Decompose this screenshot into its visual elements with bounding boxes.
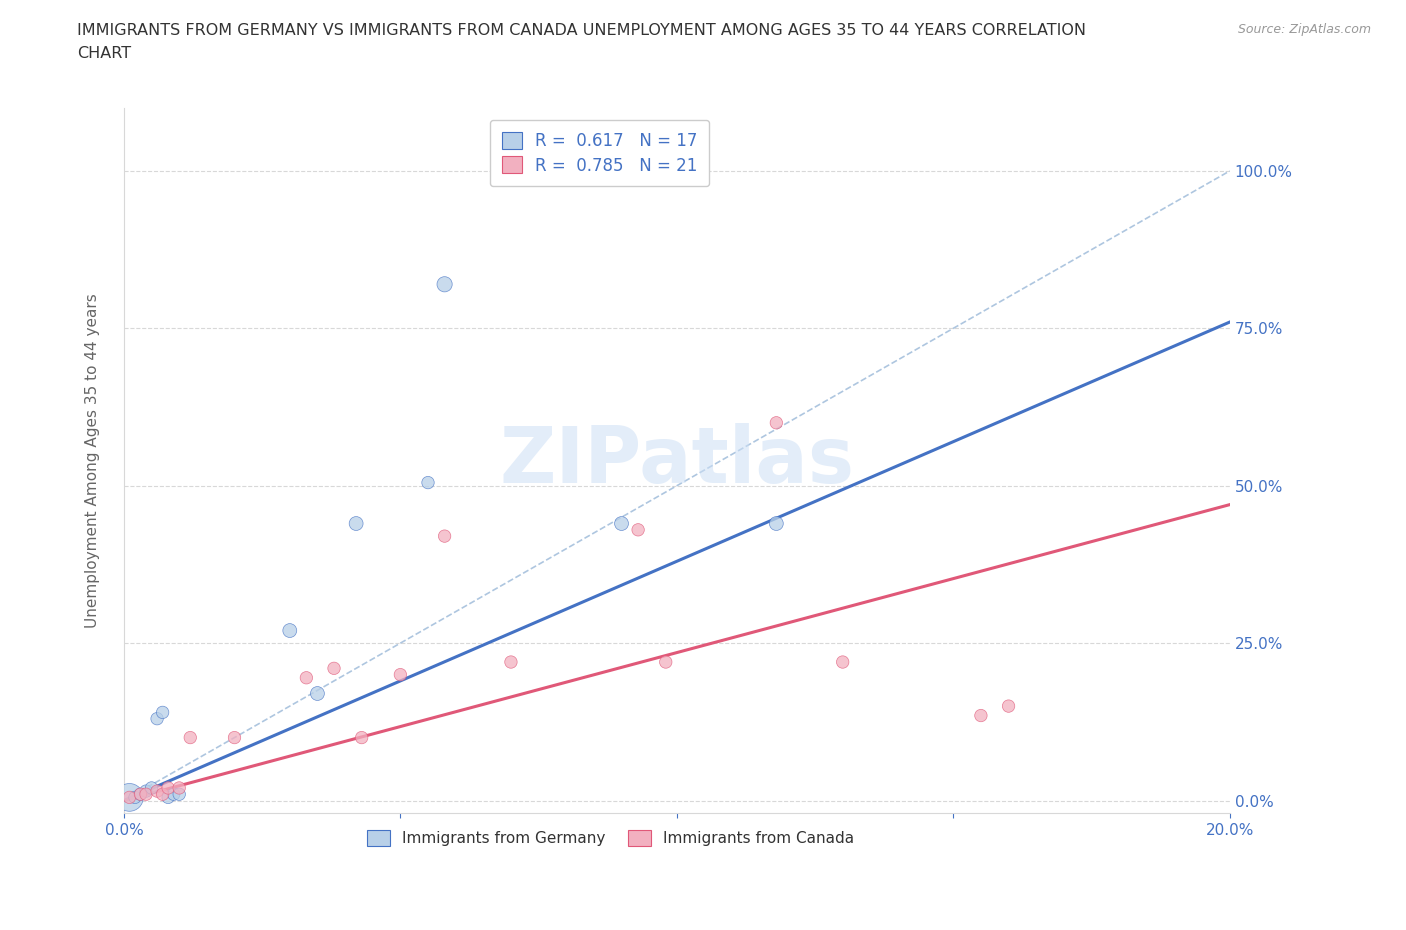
Point: [350, 730, 373, 745]
Point: [433, 277, 456, 292]
Point: [499, 655, 522, 670]
Point: [146, 784, 169, 799]
Point: [146, 711, 169, 726]
Point: [627, 523, 650, 538]
Point: [135, 787, 157, 802]
Point: [141, 780, 163, 795]
Point: [433, 528, 456, 543]
Point: [765, 516, 787, 531]
Point: [344, 516, 367, 531]
Y-axis label: Unemployment Among Ages 35 to 44 years: Unemployment Among Ages 35 to 44 years: [86, 293, 100, 628]
Point: [278, 623, 301, 638]
Point: [124, 790, 146, 804]
Text: CHART: CHART: [77, 46, 131, 61]
Point: [970, 708, 993, 723]
Point: [152, 705, 174, 720]
Point: [765, 416, 787, 431]
Point: [389, 667, 412, 682]
Point: [118, 790, 141, 804]
Point: [416, 475, 439, 490]
Point: [157, 780, 180, 795]
Point: [295, 671, 318, 685]
Point: [163, 787, 186, 802]
Legend: Immigrants from Germany, Immigrants from Canada: Immigrants from Germany, Immigrants from…: [354, 818, 866, 858]
Point: [135, 784, 157, 799]
Point: [129, 787, 152, 802]
Point: [129, 787, 152, 802]
Point: [152, 787, 174, 802]
Point: [179, 730, 201, 745]
Point: [323, 661, 346, 676]
Point: [167, 780, 190, 795]
Point: [655, 655, 678, 670]
Point: [997, 698, 1019, 713]
Point: [167, 787, 190, 802]
Text: Source: ZipAtlas.com: Source: ZipAtlas.com: [1237, 23, 1371, 36]
Point: [157, 790, 180, 804]
Text: ZIPatlas: ZIPatlas: [499, 422, 855, 498]
Point: [610, 516, 633, 531]
Point: [831, 655, 853, 670]
Text: IMMIGRANTS FROM GERMANY VS IMMIGRANTS FROM CANADA UNEMPLOYMENT AMONG AGES 35 TO : IMMIGRANTS FROM GERMANY VS IMMIGRANTS FR…: [77, 23, 1087, 38]
Point: [307, 686, 329, 701]
Point: [118, 790, 141, 804]
Point: [224, 730, 246, 745]
